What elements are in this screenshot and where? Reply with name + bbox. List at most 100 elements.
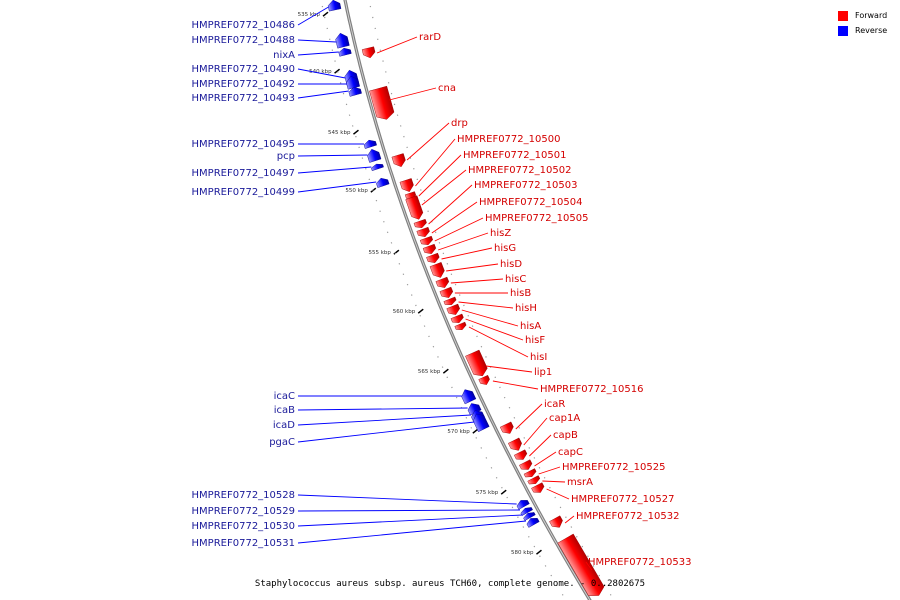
reverse-gene-block bbox=[520, 507, 533, 516]
reverse-leader-line bbox=[297, 494, 517, 505]
gene-label-HMPREF0772_10503: HMPREF0772_10503 bbox=[474, 180, 577, 191]
reverse-leader-line bbox=[297, 414, 472, 426]
gene-label-pcp: pcp bbox=[277, 151, 295, 162]
scale-tick-mark bbox=[536, 549, 542, 555]
gene-label-icaB: icaB bbox=[274, 405, 295, 416]
scale-tick-label: 575 kbp bbox=[476, 490, 499, 496]
gene-label-hisB: hisB bbox=[510, 288, 531, 299]
reverse-leader-line bbox=[297, 68, 346, 79]
scale-tick-label: 560 kbp bbox=[393, 309, 416, 315]
gene-label-hisG: hisG bbox=[494, 243, 516, 254]
reverse-leader-line bbox=[297, 520, 527, 544]
forward-gene-block bbox=[416, 226, 430, 237]
gene-label-HMPREF0772_10527: HMPREF0772_10527 bbox=[571, 494, 674, 505]
gene-label-HMPREF0772_10492: HMPREF0772_10492 bbox=[192, 79, 295, 90]
forward-leader-line bbox=[465, 318, 524, 341]
forward-leader-line bbox=[421, 169, 467, 206]
forward-gene-block bbox=[531, 482, 545, 493]
forward-leader-line bbox=[515, 403, 543, 430]
reverse-swatch bbox=[838, 25, 848, 36]
gene-label-HMPREF0772_10493: HMPREF0772_10493 bbox=[192, 93, 295, 104]
reverse-leader-line bbox=[297, 509, 520, 512]
gene-label-HMPREF0772_10531: HMPREF0772_10531 bbox=[192, 538, 295, 549]
forward-leader-line bbox=[546, 488, 570, 500]
gene-label-pgaC: pgaC bbox=[269, 437, 295, 448]
forward-leader-line bbox=[450, 278, 504, 284]
forward-leader-line bbox=[428, 184, 473, 225]
reverse-gene-block bbox=[335, 32, 350, 49]
gene-label-HMPREF0772_10495: HMPREF0772_10495 bbox=[192, 139, 295, 150]
gene-label-icaR: icaR bbox=[544, 399, 565, 410]
reverse-gene-block bbox=[363, 139, 377, 149]
gene-label-HMPREF0772_10505: HMPREF0772_10505 bbox=[485, 213, 588, 224]
forward-leader-line bbox=[415, 138, 456, 187]
gene-label-HMPREF0772_10529: HMPREF0772_10529 bbox=[192, 506, 295, 517]
forward-gene-block bbox=[454, 321, 467, 330]
scale-tick-label: 570 kbp bbox=[447, 429, 470, 435]
forward-leader-line bbox=[542, 480, 566, 483]
gene-label-icaD: icaD bbox=[273, 420, 295, 431]
legend-forward: Forward bbox=[838, 8, 887, 23]
gene-label-icaC: icaC bbox=[274, 391, 295, 402]
forward-gene-block bbox=[439, 286, 454, 298]
forward-gene-block bbox=[391, 153, 406, 167]
gene-label-HMPREF0772_10488: HMPREF0772_10488 bbox=[192, 35, 295, 46]
gene-label-hisA: hisA bbox=[520, 321, 541, 332]
forward-gene-block bbox=[478, 375, 490, 385]
scale-tick-label: 550 kbp bbox=[345, 188, 368, 194]
forward-gene-block bbox=[519, 459, 533, 470]
forward-leader-line bbox=[538, 466, 561, 475]
scale-tick-mark bbox=[353, 129, 359, 135]
forward-leader-line bbox=[492, 380, 539, 390]
gene-label-capB: capB bbox=[553, 430, 578, 441]
forward-leader-line bbox=[431, 201, 478, 234]
map-caption: Staphylococcus aureus subsp. aureus TCH6… bbox=[254, 579, 646, 589]
gene-label-msrA: msrA bbox=[567, 477, 593, 488]
gene-label-hisI: hisI bbox=[530, 352, 547, 363]
forward-gene-block bbox=[557, 533, 605, 596]
forward-leader-line bbox=[389, 87, 437, 101]
gene-label-hisF: hisF bbox=[525, 335, 545, 346]
gene-label-HMPREF0772_10504: HMPREF0772_10504 bbox=[479, 197, 582, 208]
forward-gene-block bbox=[446, 303, 460, 315]
forward-gene-block bbox=[549, 515, 563, 528]
gene-labels: HMPREF0772_10486 HMPREF0772_10488 nixA HMPR… bbox=[192, 6, 691, 571]
gene-label-HMPREF0772_10500: HMPREF0772_10500 bbox=[457, 134, 560, 145]
forward-gene-block bbox=[443, 296, 457, 305]
reverse-gene-block bbox=[461, 389, 477, 405]
reverse-leader-line bbox=[297, 6, 329, 26]
gene-label-cna: cna bbox=[438, 83, 456, 94]
gene-label-cap1A: cap1A bbox=[549, 413, 580, 424]
legend-forward-label: Forward bbox=[855, 11, 888, 20]
forward-leader-line bbox=[434, 217, 484, 242]
reverse-gene-block bbox=[376, 177, 390, 188]
reverse-leader-line bbox=[297, 51, 339, 56]
reverse-gene-block bbox=[516, 500, 530, 510]
reverse-gene-block bbox=[523, 512, 536, 521]
gene-label-drp: drp bbox=[451, 118, 468, 129]
scale-tick-label: 565 kbp bbox=[418, 369, 441, 375]
reverse-leader-line bbox=[297, 421, 475, 443]
forward-leader-line bbox=[458, 301, 514, 309]
scale-tick-mark bbox=[393, 249, 400, 255]
gene-label-rarD: rarD bbox=[419, 32, 441, 43]
forward-gene-block bbox=[465, 349, 488, 377]
reverse-gene-block bbox=[348, 86, 362, 97]
reverse-gene-block bbox=[338, 47, 352, 57]
forward-leader-line bbox=[564, 515, 575, 524]
legend-reverse: Reverse bbox=[838, 23, 887, 38]
gene-label-HMPREF0772_10516: HMPREF0772_10516 bbox=[540, 384, 643, 395]
forward-gene-block bbox=[507, 437, 522, 451]
forward-leader-line bbox=[446, 263, 499, 272]
gene-label-HMPREF0772_10490: HMPREF0772_10490 bbox=[192, 64, 295, 75]
gene-label-hisH: hisH bbox=[515, 303, 537, 314]
reverse-gene-block bbox=[526, 518, 540, 528]
forward-swatch bbox=[838, 10, 848, 21]
gene-label-HMPREF0772_10525: HMPREF0772_10525 bbox=[562, 462, 665, 473]
reverse-leader-line bbox=[297, 154, 368, 157]
genome-backbone bbox=[320, 0, 615, 600]
forward-gene-block bbox=[369, 85, 395, 120]
scale-tick-mark bbox=[417, 308, 424, 314]
forward-gene-block bbox=[405, 195, 424, 220]
